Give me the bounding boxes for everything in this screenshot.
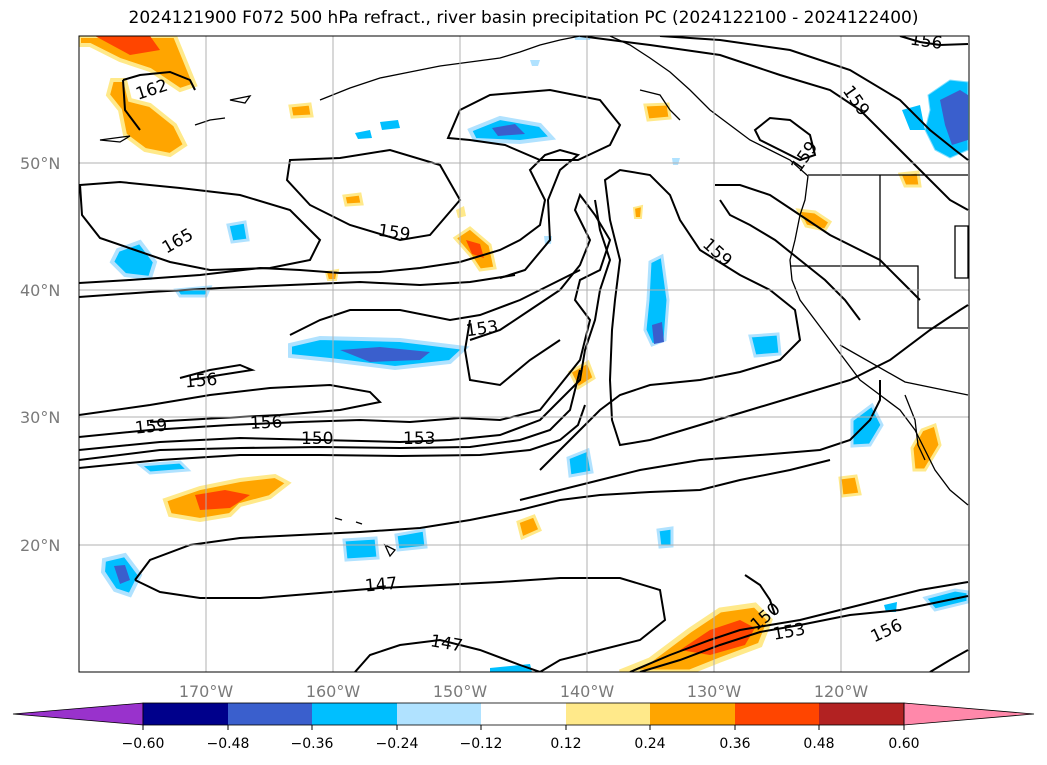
colorbar-extend-right [903, 702, 1035, 726]
colorbar-segment [735, 703, 819, 725]
colorbar-ticks [142, 725, 905, 730]
contour-label: 153 [465, 317, 500, 341]
colorbar-tick-label: 0.24 [634, 736, 665, 752]
lon-label: 150°W [433, 682, 488, 701]
contour-label: 159 [134, 415, 168, 438]
map-frame [78, 35, 970, 673]
coastlines [99, 36, 969, 558]
contour-label: 159 [377, 221, 412, 245]
contour-label: 156 [249, 412, 282, 434]
lon-label: 120°W [814, 682, 869, 701]
colorbar-segment [228, 703, 312, 725]
lon-label: 130°W [687, 682, 742, 701]
lon-label: 170°W [179, 682, 234, 701]
map-title: 2024121900 F072 500 hPa refract., river … [128, 8, 919, 28]
colorbar-segment [650, 703, 735, 725]
colorbar-segment [143, 703, 228, 725]
contour-label: 147 [364, 574, 398, 597]
lat-label: 50°N [20, 154, 60, 173]
height-contours [79, 36, 969, 672]
colorbar-tick-label: 0.36 [719, 736, 750, 752]
contour-label: 153 [403, 429, 435, 449]
colorbar-extend-left [12, 702, 144, 726]
colorbar-tick-label: 0.12 [550, 736, 581, 752]
colorbar-tick-label: −0.60 [122, 736, 165, 752]
colorbar-segment [397, 703, 481, 725]
lat-label: 30°N [20, 408, 60, 427]
contour-label: 156 [909, 30, 944, 54]
colorbar-tick-label: −0.48 [207, 736, 250, 752]
colorbar-tick-label: −0.24 [376, 736, 419, 752]
contour-label: 150 [301, 429, 333, 449]
colorbar: −0.60 −0.48 −0.36 −0.24 −0.12 0.12 0.24 … [12, 702, 1035, 752]
lon-label: 140°W [560, 682, 615, 701]
colorbar-segment [481, 703, 566, 725]
lat-label: 20°N [20, 536, 60, 555]
colorbar-tick-label: 0.60 [888, 736, 919, 752]
lon-label: 160°W [306, 682, 361, 701]
colorbar-tick-label: −0.36 [291, 736, 334, 752]
colorbar-segment [566, 703, 650, 725]
map-panel: 162 165 159 159 159 159 156 159 156 150 … [79, 30, 969, 672]
lat-label: 40°N [20, 281, 60, 300]
colorbar-segment [312, 703, 397, 725]
colorbar-tick-label: −0.12 [460, 736, 503, 752]
graticule [79, 36, 969, 672]
contour-label: 156 [184, 370, 218, 393]
colorbar-segment [819, 703, 904, 725]
colorbar-tick-label: 0.48 [803, 736, 834, 752]
longitude-labels: 170°W 160°W 150°W 140°W 130°W 120°W [179, 682, 869, 701]
latitude-labels: 50°N 40°N 30°N 20°N [20, 154, 60, 555]
